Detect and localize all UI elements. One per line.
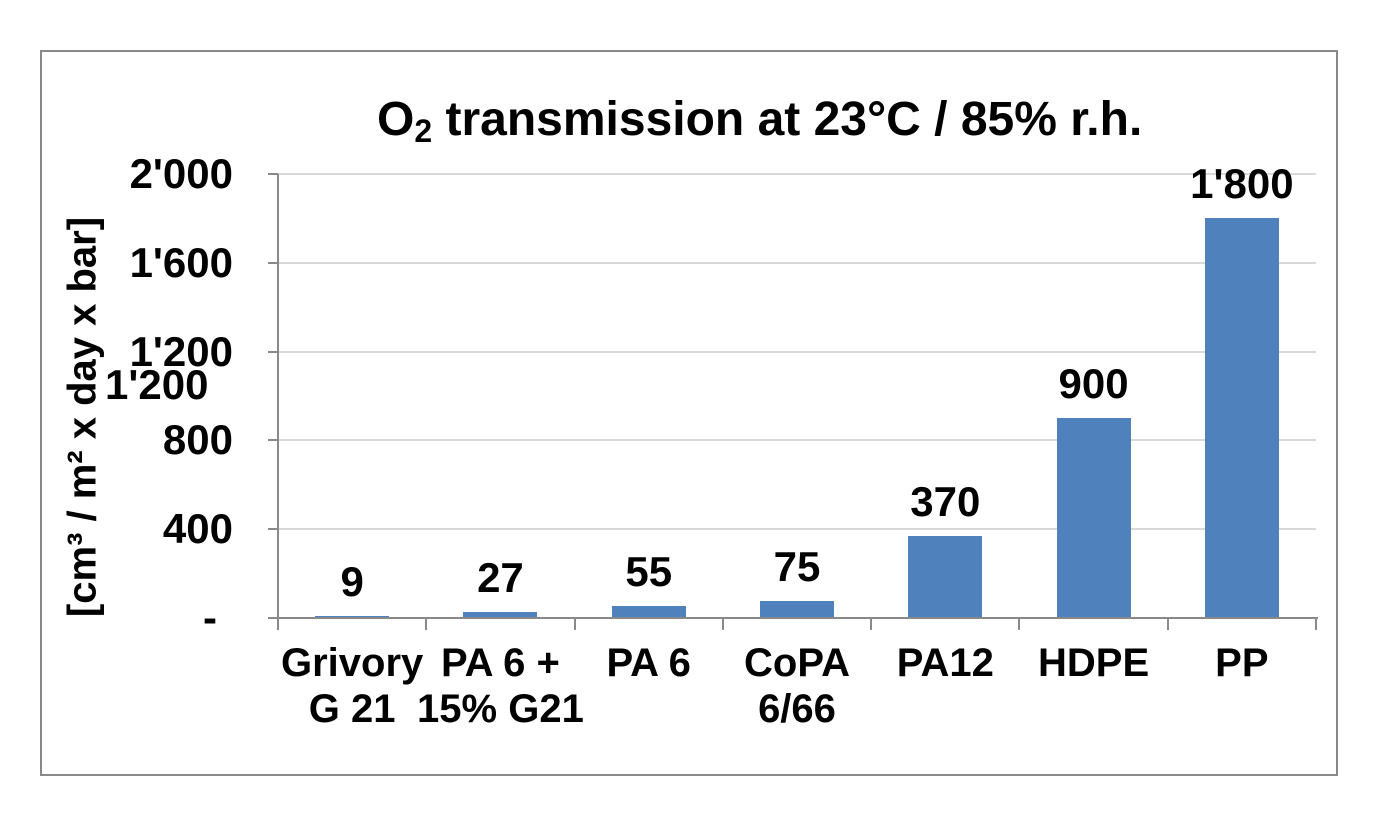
- bar: [908, 536, 983, 618]
- chart-title-rest: transmission at 23°C / 85% r.h.: [432, 93, 1143, 146]
- y-tick-label: 400: [162, 505, 233, 553]
- bar-value-label: 27: [477, 554, 524, 601]
- y-tick-label: -: [203, 594, 217, 641]
- bar: [463, 612, 538, 618]
- y-tick-label: 1'200: [129, 327, 233, 375]
- x-axis-tick-mark: [1315, 618, 1317, 630]
- y-axis-tick-mark: [268, 439, 278, 442]
- y-axis-tick-mark: [268, 350, 278, 353]
- category-label: HDPE: [1037, 641, 1150, 685]
- bar: [1204, 218, 1279, 618]
- bar-value-label: 55: [625, 548, 673, 595]
- bar-value-label: 75: [773, 543, 821, 590]
- y-axis-tick-mark: [268, 261, 278, 264]
- y-tick-label: 800: [162, 416, 233, 464]
- x-axis-line: [268, 617, 1318, 619]
- y-gridline: [278, 173, 1316, 175]
- category-label: Grivory G 21: [280, 641, 424, 731]
- category-label: PA 6: [606, 641, 691, 685]
- stray-duplicate-tick-label: 1'200: [105, 361, 209, 408]
- y-gridline: [278, 528, 1316, 531]
- x-axis-tick-mark: [277, 618, 279, 630]
- x-axis-tick-mark: [573, 618, 576, 630]
- y-axis-line: [277, 174, 279, 618]
- y-axis-tick-mark: [268, 528, 278, 531]
- category-label: PA12: [896, 641, 994, 685]
- y-gridline: [278, 439, 1316, 442]
- o2-subscript: 2: [414, 113, 433, 150]
- y-tick-label: 1'600: [129, 238, 233, 286]
- bar-value-label: 370: [910, 478, 981, 525]
- bar: [760, 601, 834, 618]
- bar: [1056, 418, 1131, 618]
- x-axis-tick-mark: [1166, 618, 1169, 630]
- y-tick-label: 2'000: [129, 150, 233, 197]
- chart-title-prefix: O: [377, 93, 415, 146]
- bar: [611, 606, 686, 618]
- bar-value-label: 9: [340, 558, 364, 605]
- category-label: CoPA 6/66: [744, 641, 850, 731]
- x-axis-tick-mark: [721, 618, 724, 630]
- y-axis-title: [cm³ / m² x day x bar]: [60, 216, 105, 618]
- x-axis-tick-mark: [425, 618, 428, 630]
- y-axis-tick-mark: [268, 173, 278, 175]
- x-axis-tick-mark: [1018, 618, 1021, 630]
- chart-title: O2 transmission at 23°C / 85% r.h.: [377, 92, 1142, 159]
- x-axis-tick-mark: [870, 618, 873, 630]
- bar-value-label: 900: [1058, 360, 1129, 407]
- bar-value-label: 1'800: [1190, 160, 1294, 207]
- chart-frame: [40, 50, 1338, 776]
- y-gridline: [278, 261, 1316, 264]
- category-label: PA 6 + 15% G21: [417, 641, 584, 731]
- category-label: PP: [1215, 641, 1269, 685]
- y-gridline: [278, 350, 1316, 353]
